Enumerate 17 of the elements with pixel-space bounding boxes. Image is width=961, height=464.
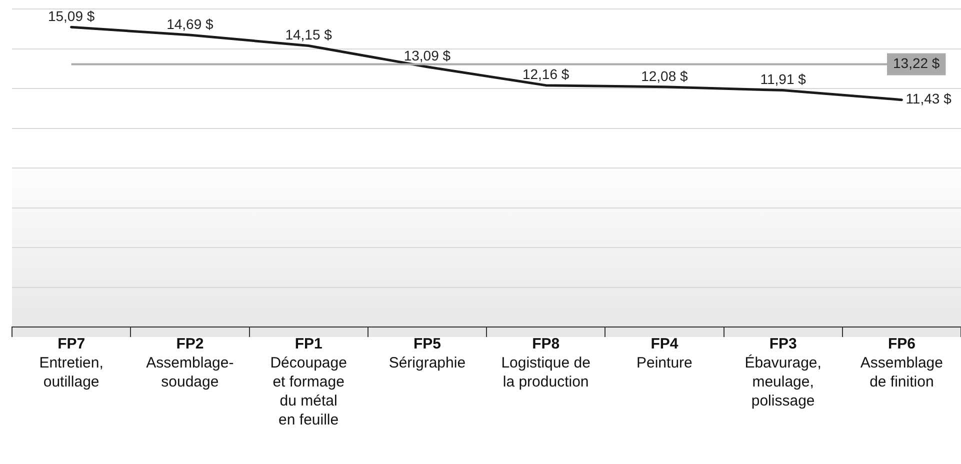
x-tick-label: FP4 Peinture (636, 336, 692, 372)
data-label: 12,08 $ (641, 68, 688, 84)
data-label: 12,16 $ (522, 66, 570, 82)
ref-line-label: 13,22 $ (893, 55, 940, 72)
data-label: 11,91 $ (760, 71, 806, 88)
x-tick-label: FP5 Sérigraphie (388, 336, 466, 372)
x-tick-label: FP3 Ébavurage, meulage, polissage (744, 336, 822, 410)
data-label: 13,09 $ (404, 48, 451, 64)
x-tick-label: FP2 Assemblage- soudage (146, 336, 234, 391)
data-label: 14,69 $ (166, 16, 214, 32)
data-label: 14,15 $ (285, 26, 332, 43)
x-tick-label: FP6 Assemblage de finition (860, 336, 943, 391)
data-label: 11,43 $ (906, 90, 952, 107)
x-tick-label: FP7 Entretien, outillage (39, 336, 104, 391)
x-tick-label: FP1 Découpage et formage du métal en feuille (270, 336, 347, 429)
data-label: 15,09 $ (48, 8, 95, 24)
x-tick-label: FP8 Logistique de la production (501, 336, 590, 391)
